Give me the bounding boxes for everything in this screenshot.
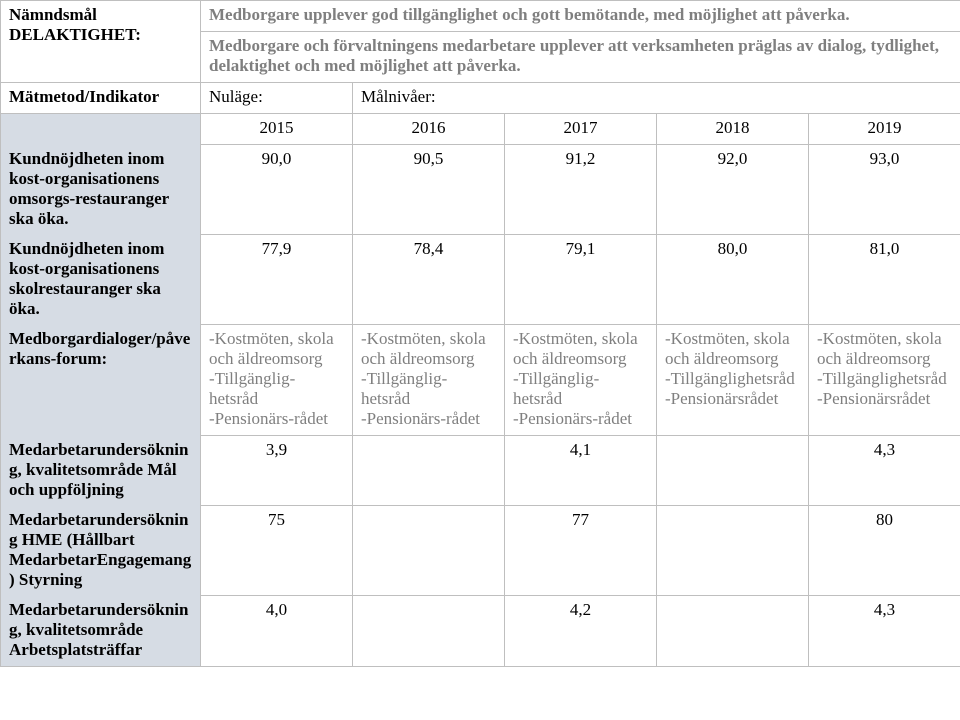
row1-label: Kundnöjdheten inom kost-organisationens … — [1, 145, 201, 235]
row2-v2: 78,4 — [353, 235, 505, 325]
document-table: Nämndsmål DELAKTIGHET: Medborgare upplev… — [0, 0, 960, 667]
row5-v3: 77 — [505, 506, 657, 596]
row5-v1: 75 — [201, 506, 353, 596]
row2-v1: 77,9 — [201, 235, 353, 325]
row3-v1: -Kostmöten, skola och äldreomsorg -Tillg… — [201, 325, 353, 436]
row4-v3: 4,1 — [505, 436, 657, 506]
goal-line1: Medborgare upplever god tillgänglighet o… — [201, 1, 960, 32]
row2-v5: 81,0 — [809, 235, 960, 325]
year-2015: 2015 — [201, 114, 353, 145]
row4-label: Medarbetarundersökning, kvalitetsområde … — [1, 436, 201, 506]
row1-v2: 90,5 — [353, 145, 505, 235]
row4-v5: 4,3 — [809, 436, 960, 506]
row6-label: Medarbetarundersökning, kvalitetsområde … — [1, 596, 201, 667]
nulage-label: Nuläge: — [201, 83, 353, 114]
row6-v3: 4,2 — [505, 596, 657, 667]
row1-v1: 90,0 — [201, 145, 353, 235]
row5-v2 — [353, 506, 505, 596]
years-blank — [1, 114, 201, 145]
row4-v1: 3,9 — [201, 436, 353, 506]
row5-v5: 80 — [809, 506, 960, 596]
row6-v5: 4,3 — [809, 596, 960, 667]
row2-v4: 80,0 — [657, 235, 809, 325]
row6-v2 — [353, 596, 505, 667]
row3-v2: -Kostmöten, skola och äldreomsorg -Tillg… — [353, 325, 505, 436]
row4-v4 — [657, 436, 809, 506]
namnd-value: DELAKTIGHET: — [9, 25, 141, 44]
row2-label: Kundnöjdheten inom kost-organisationens … — [1, 235, 201, 325]
row5-label: Medarbetarundersökning HME (Hållbart Med… — [1, 506, 201, 596]
row3-v3: -Kostmöten, skola och äldreomsorg -Tillg… — [505, 325, 657, 436]
namnd-label: Nämndsmål — [9, 5, 97, 24]
goal-line2: Medborgare och förvaltningens medarbetar… — [201, 32, 960, 83]
year-2018: 2018 — [657, 114, 809, 145]
indicator-label: Mätmetod/Indikator — [1, 83, 201, 114]
row5-v4 — [657, 506, 809, 596]
row1-v3: 91,2 — [505, 145, 657, 235]
row2-v3: 79,1 — [505, 235, 657, 325]
malnivaer-label: Målnivåer: — [353, 83, 960, 114]
year-2017: 2017 — [505, 114, 657, 145]
row6-v4 — [657, 596, 809, 667]
row1-v5: 93,0 — [809, 145, 960, 235]
row4-v2 — [353, 436, 505, 506]
row3-label: Medborgardialoger/påverkans-forum: — [1, 325, 201, 436]
namnd-cell: Nämndsmål DELAKTIGHET: — [1, 1, 201, 83]
year-2016: 2016 — [353, 114, 505, 145]
year-2019: 2019 — [809, 114, 960, 145]
row3-v5: -Kostmöten, skola och äldreomsorg -Tillg… — [809, 325, 960, 436]
row6-v1: 4,0 — [201, 596, 353, 667]
row3-v4: -Kostmöten, skola och äldreomsorg -Tillg… — [657, 325, 809, 436]
row1-v4: 92,0 — [657, 145, 809, 235]
